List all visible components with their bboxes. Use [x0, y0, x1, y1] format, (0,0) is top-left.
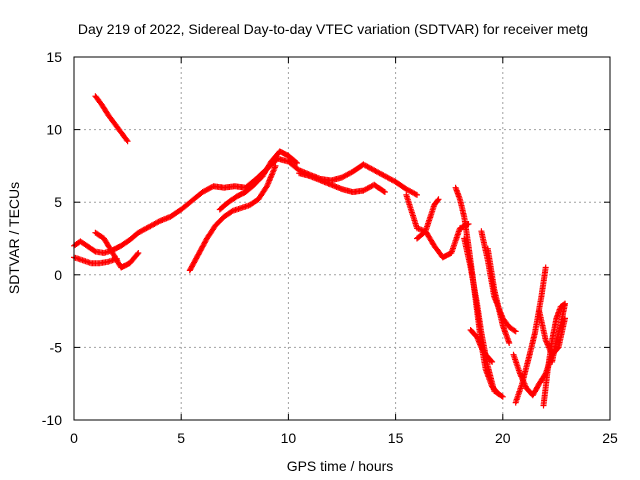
- data-marks: [71, 93, 568, 409]
- data-point-markers: [186, 162, 279, 274]
- series-arc-e: [186, 162, 279, 274]
- y-tick-label: 0: [54, 267, 62, 283]
- series-arc-i: [414, 221, 472, 261]
- y-tick-label: 10: [46, 122, 62, 138]
- series-arc-l: [467, 327, 496, 365]
- y-tick-label: -10: [42, 412, 62, 428]
- x-tick-labels: 0 5 10 15 20 25: [70, 430, 618, 446]
- data-point-markers: [549, 300, 568, 365]
- data-point-markers: [484, 245, 513, 346]
- series-arc-r: [540, 300, 568, 409]
- y-tick-labels: -10 -5 0 5 10 15: [42, 49, 62, 428]
- data-point-markers: [92, 229, 142, 271]
- plot-frame: [73, 56, 611, 421]
- y-tick-label: -5: [50, 339, 63, 355]
- x-tick-label: 0: [70, 430, 78, 446]
- series-arc-c: [92, 93, 131, 145]
- y-tick-label: 5: [54, 194, 62, 210]
- y-axis-label: SDTVAR / TECUs: [6, 182, 22, 294]
- data-point-markers: [216, 148, 300, 213]
- series-arc-g: [296, 170, 388, 195]
- series-arc-n: [484, 245, 513, 346]
- x-tick-label: 20: [495, 430, 511, 446]
- data-point-markers: [540, 300, 568, 409]
- data-point-markers: [92, 93, 131, 145]
- grid: [74, 57, 610, 420]
- data-point-markers: [414, 221, 472, 261]
- chart-title: Day 219 of 2022, Sidereal Day-to-day VTE…: [78, 21, 588, 37]
- series-arc-d: [92, 229, 142, 271]
- x-axis-label: GPS time / hours: [287, 458, 394, 474]
- y-tick-label: 15: [46, 49, 62, 65]
- x-tick-label: 10: [281, 430, 297, 446]
- x-tick-label: 15: [388, 430, 404, 446]
- axis-ticks: [73, 56, 611, 421]
- data-point-markers: [467, 327, 496, 365]
- data-point-markers: [296, 170, 388, 195]
- series-arc-f: [216, 148, 300, 213]
- x-tick-label: 25: [602, 430, 618, 446]
- series-arc-s: [549, 300, 568, 365]
- x-tick-label: 5: [177, 430, 185, 446]
